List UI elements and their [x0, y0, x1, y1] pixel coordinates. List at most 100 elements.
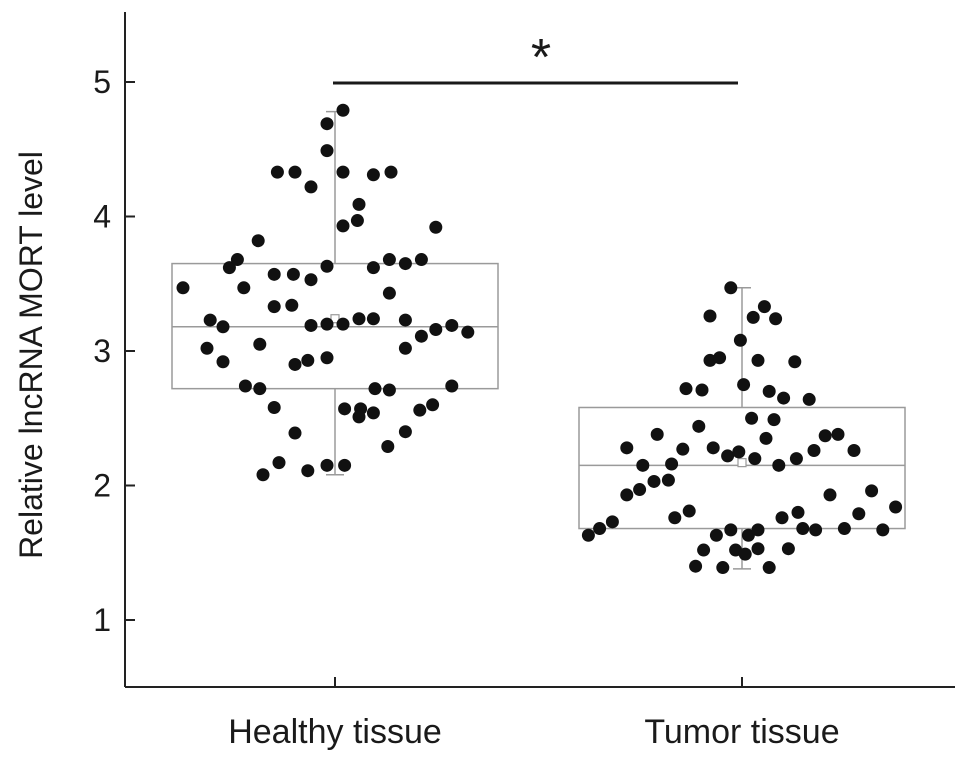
data-point [304, 318, 318, 332]
data-point [267, 267, 281, 281]
data-point [216, 355, 230, 369]
data-point [737, 378, 751, 392]
data-point [889, 500, 903, 514]
data-point [320, 259, 334, 273]
data-point [676, 442, 690, 456]
data-point [398, 341, 412, 355]
data-point [748, 452, 762, 466]
data-point [818, 429, 832, 443]
data-point [414, 253, 428, 267]
data-point [721, 449, 735, 463]
data-point [286, 267, 300, 281]
data-point [762, 561, 776, 575]
data-point [253, 337, 267, 351]
data-point [270, 165, 284, 179]
data-point [781, 542, 795, 556]
data-point [398, 257, 412, 271]
data-point [301, 353, 315, 367]
data-point [366, 406, 380, 420]
data-point [320, 144, 334, 158]
data-point [350, 214, 364, 228]
data-point [745, 411, 759, 425]
data-point [381, 439, 395, 453]
data-point [429, 220, 443, 234]
data-point [724, 523, 738, 537]
data-point [366, 168, 380, 182]
mean-marker [330, 314, 340, 324]
data-point [338, 458, 352, 472]
data-point [267, 300, 281, 314]
data-point [852, 507, 866, 521]
data-point [788, 355, 802, 369]
data-point [336, 165, 350, 179]
data-point [633, 483, 647, 497]
data-point [288, 426, 302, 440]
data-point [336, 317, 350, 331]
data-point [732, 445, 746, 459]
data-point [605, 515, 619, 529]
data-point [769, 312, 783, 326]
data-point [716, 561, 730, 575]
data-point [445, 379, 459, 393]
data-point [746, 310, 760, 324]
data-point [230, 253, 244, 267]
data-point [384, 165, 398, 179]
boxes-layer [171, 110, 906, 570]
data-point [593, 522, 607, 536]
data-point [203, 313, 217, 327]
data-point [237, 281, 251, 295]
data-point [802, 392, 816, 406]
data-point [762, 384, 776, 398]
data-point [738, 547, 752, 561]
data-point [320, 317, 334, 331]
data-point [713, 351, 727, 365]
data-point [777, 391, 791, 405]
data-point [697, 543, 711, 557]
data-point [706, 441, 720, 455]
data-point [288, 357, 302, 371]
data-point [751, 523, 765, 537]
data-point [398, 313, 412, 327]
data-point [759, 431, 773, 445]
y-tick-label: 3 [93, 333, 111, 369]
data-point [382, 253, 396, 267]
data-point [837, 522, 851, 536]
data-point [352, 410, 366, 424]
data-point [679, 382, 693, 396]
data-point [709, 528, 723, 542]
data-point [426, 398, 440, 412]
data-point [757, 300, 771, 314]
data-point [338, 402, 352, 416]
significance-star: * [531, 29, 551, 87]
data-point [200, 341, 214, 355]
data-point [253, 382, 267, 396]
data-point [413, 403, 427, 417]
data-point [724, 281, 738, 295]
data-point [445, 318, 459, 332]
data-point [751, 542, 765, 556]
data-point [733, 333, 747, 347]
data-point [665, 457, 679, 471]
data-point [767, 413, 781, 427]
y-tick-label: 4 [93, 199, 111, 235]
data-point [320, 117, 334, 131]
data-point [320, 458, 334, 472]
data-point [689, 559, 703, 573]
data-point [865, 484, 879, 498]
points-layer [176, 103, 903, 575]
data-point [366, 312, 380, 326]
iqr-box [578, 406, 906, 530]
data-point [352, 312, 366, 326]
data-point [620, 488, 634, 502]
data-point [320, 351, 334, 365]
data-point [668, 511, 682, 525]
data-point [650, 427, 664, 441]
data-point [429, 322, 443, 336]
data-point [382, 383, 396, 397]
data-point [831, 427, 845, 441]
data-point [807, 444, 821, 458]
data-point [285, 298, 299, 312]
data-point [823, 488, 837, 502]
data-point [366, 261, 380, 275]
